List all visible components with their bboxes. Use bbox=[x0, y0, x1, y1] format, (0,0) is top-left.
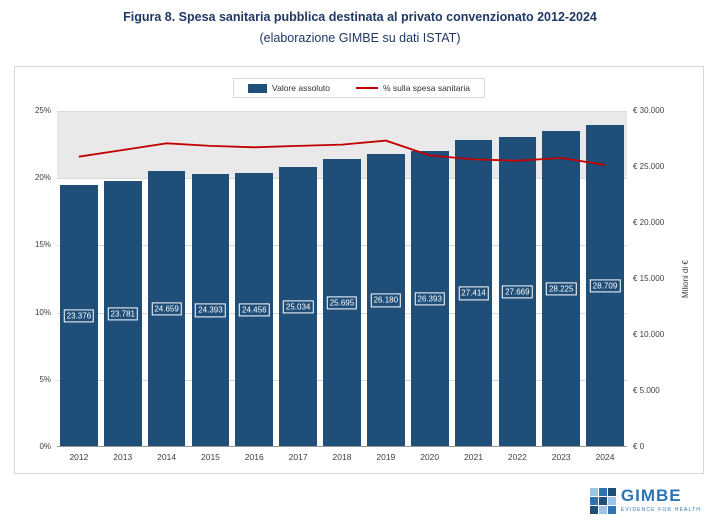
bar-value-label: 27.414 bbox=[458, 286, 489, 301]
percentage-line-chart bbox=[78, 139, 606, 166]
gimbe-tagline: EVIDENCE FOR HEALTH bbox=[620, 507, 701, 513]
bar-value-label: 23.376 bbox=[63, 309, 95, 323]
chart-container: Valore assoluto % sulla spesa sanitaria … bbox=[14, 66, 704, 474]
bar-value-label: 28.225 bbox=[545, 282, 577, 296]
right-axis-tick: € 5.000 bbox=[633, 386, 660, 395]
bar-value-label: 26.180 bbox=[370, 293, 402, 307]
x-axis-label: 2019 bbox=[376, 452, 396, 462]
right-axis-tick: € 30.000 bbox=[633, 106, 665, 115]
x-axis-label: 2012 bbox=[69, 452, 89, 462]
gimbe-logo-icon bbox=[589, 488, 616, 514]
x-axis-label: 2022 bbox=[507, 452, 527, 462]
bar-2022: 27.669 bbox=[498, 137, 537, 447]
x-axis-label: 2016 bbox=[244, 452, 264, 462]
bar-2014: 24.659 bbox=[147, 170, 186, 447]
bar-2012: 23.376 bbox=[60, 185, 98, 447]
figure-subtitle: (elaborazione GIMBE su dati ISTAT) bbox=[259, 31, 461, 45]
bar-slot: 24.393 bbox=[189, 111, 233, 447]
bar-slot: 25.695 bbox=[320, 111, 364, 447]
bar-value-label: 25.695 bbox=[326, 296, 358, 310]
percentage-line bbox=[78, 139, 606, 166]
bar-2015: 24.393 bbox=[191, 173, 230, 447]
legend-line-label: % sulla spesa sanitaria bbox=[383, 83, 470, 93]
right-axis-tick: € 20.000 bbox=[633, 218, 665, 227]
left-axis-tick: 15% bbox=[34, 240, 51, 250]
left-axis: 0% 5% 10% 15% 20% 25% bbox=[15, 106, 53, 451]
line-swatch-icon bbox=[356, 87, 379, 89]
chart-legend: Valore assoluto % sulla spesa sanitaria bbox=[233, 78, 485, 98]
x-axis-label: 2023 bbox=[551, 452, 571, 462]
right-axis-title: Milioni di € bbox=[681, 260, 690, 298]
bar-2016: 24.456 bbox=[235, 173, 274, 447]
figure-title: Figura 8. Spesa sanitaria pubblica desti… bbox=[123, 10, 597, 24]
bar-series: 23.376 23.781 24.659 24.393 24.456 25.034 25.6… bbox=[57, 111, 627, 447]
bar-slot: 27.414 bbox=[452, 111, 496, 447]
bar-value-label: 25.034 bbox=[282, 300, 314, 314]
x-axis-label: 2024 bbox=[595, 452, 615, 462]
x-axis-label: 2018 bbox=[332, 452, 352, 462]
bar-slot: 26.180 bbox=[364, 111, 408, 447]
legend-item-line: % sulla spesa sanitaria bbox=[356, 83, 470, 93]
bar-2019: 26.180 bbox=[366, 153, 405, 447]
bar-value-label: 27.669 bbox=[502, 285, 533, 299]
bar-2018: 25.695 bbox=[323, 159, 361, 447]
bar-2021: 27.414 bbox=[454, 139, 493, 447]
bar-slot: 24.659 bbox=[145, 111, 189, 447]
bar-2020: 26.393 bbox=[410, 151, 449, 447]
x-axis-label: 2015 bbox=[200, 452, 220, 462]
bar-value-label: 26.393 bbox=[414, 292, 445, 306]
right-axis-tick: € 0 bbox=[633, 442, 645, 451]
bar-slot: 23.376 bbox=[57, 111, 101, 447]
right-axis: € 0 € 5.000 € 10.000 € 15.000 € 20.000 € 25.0… bbox=[633, 106, 681, 451]
x-axis-label: 2021 bbox=[464, 452, 483, 462]
bar-slot: 23.781 bbox=[101, 111, 145, 447]
bar-value-label: 24.659 bbox=[151, 302, 182, 316]
x-axis-line bbox=[57, 446, 627, 447]
legend-bar-label: Valore assoluto bbox=[272, 83, 331, 93]
bar-slot: 25.034 bbox=[276, 111, 320, 447]
legend-item-bar: Valore assoluto bbox=[248, 83, 330, 93]
left-axis-tick: 20% bbox=[34, 173, 51, 183]
x-axis-label: 2014 bbox=[157, 452, 177, 462]
x-axis-label: 2020 bbox=[420, 452, 440, 462]
bar-slot: 27.669 bbox=[495, 111, 539, 447]
x-axis: 2012 2013 2014 2015 2016 2017 2018 2019 2020 2021… bbox=[57, 452, 627, 462]
bar-slot: 28.225 bbox=[539, 111, 583, 447]
plot-area: 23.376 23.781 24.659 24.393 24.456 25.034 25.6… bbox=[57, 111, 627, 447]
left-axis-tick: 5% bbox=[39, 374, 51, 384]
left-axis-tick: 0% bbox=[39, 442, 51, 451]
bar-slot: 26.393 bbox=[408, 111, 452, 447]
bar-2024: 28.709 bbox=[586, 125, 624, 447]
left-axis-tick: 10% bbox=[34, 307, 51, 317]
bar-swatch-icon bbox=[248, 83, 268, 93]
x-axis-label: 2013 bbox=[113, 452, 133, 462]
x-axis-label: 2017 bbox=[288, 452, 308, 462]
gimbe-footer: GIMBE EVIDENCE FOR HEALTH bbox=[589, 486, 701, 514]
right-axis-tick: € 10.000 bbox=[633, 330, 665, 339]
bar-slot: 24.456 bbox=[232, 111, 276, 447]
right-axis-tick: € 25.000 bbox=[633, 162, 665, 171]
gimbe-wordmark: GIMBE bbox=[620, 486, 682, 505]
bar-2023: 28.225 bbox=[542, 130, 581, 447]
bar-value-label: 28.709 bbox=[589, 279, 621, 293]
right-axis-tick: € 15.000 bbox=[633, 274, 665, 283]
bar-value-label: 23.781 bbox=[107, 307, 138, 321]
gridline bbox=[57, 111, 627, 112]
bar-2013: 23.781 bbox=[103, 180, 142, 447]
bar-slot: 28.709 bbox=[583, 111, 627, 447]
bar-2017: 25.034 bbox=[279, 166, 317, 447]
bar-value-label: 24.456 bbox=[239, 303, 270, 317]
bar-value-label: 24.393 bbox=[195, 303, 226, 317]
left-axis-tick: 25% bbox=[34, 106, 51, 115]
